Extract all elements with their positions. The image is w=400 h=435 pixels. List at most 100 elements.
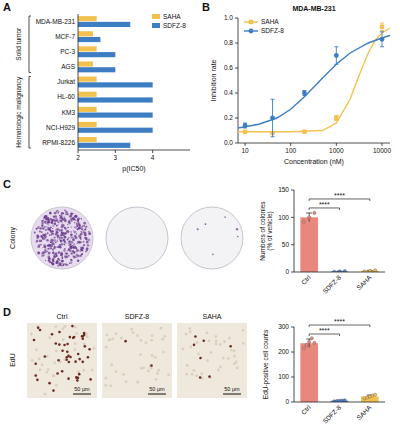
colony: [52, 259, 53, 260]
bar: [78, 77, 97, 82]
colony: [85, 237, 88, 240]
data-point: [374, 269, 377, 272]
label-line: Numbers of colonies: [259, 201, 266, 261]
edu-positive-cell: [34, 362, 37, 365]
colony: [61, 224, 64, 227]
colony: [55, 228, 58, 231]
colony: [60, 238, 61, 239]
group-bracket-end: [29, 72, 31, 73]
colony: [84, 234, 86, 236]
cell: [186, 364, 189, 367]
colony: [60, 240, 63, 243]
edu-positive-cell: [33, 339, 36, 342]
edu-positive-cell: [194, 335, 197, 338]
cell: [233, 355, 236, 358]
group-bracket-line: [29, 16, 30, 72]
point: [302, 130, 306, 134]
axis-title: Numbers of colonies(% of vehicle): [259, 201, 274, 261]
cell: [155, 378, 158, 381]
colony: [74, 222, 75, 223]
edu-positive-cell: [83, 332, 86, 335]
colony: [63, 213, 65, 215]
tick-label: 1000: [329, 147, 344, 154]
legend-swatch: [152, 14, 160, 19]
label-line: (% of vehicle): [266, 211, 274, 250]
category-label: PC-3: [60, 48, 75, 55]
tick: [291, 402, 294, 403]
cell: [147, 370, 150, 373]
colony: [59, 218, 61, 220]
legend-label: SDFZ-8: [261, 27, 284, 34]
colony: [85, 237, 87, 239]
colony: [79, 237, 81, 239]
cell: [115, 370, 118, 373]
category-label: SAHA: [355, 273, 373, 291]
tick: [290, 143, 291, 146]
bar: [78, 16, 97, 21]
colony: [65, 256, 67, 258]
colony: [50, 244, 53, 247]
edu-positive-cell: [76, 377, 79, 380]
colony: [65, 214, 67, 216]
colony: [56, 231, 58, 233]
axis-title: EdU-positive cell counts: [262, 329, 270, 399]
cell: [104, 377, 107, 380]
edu-positive-cell: [73, 336, 76, 339]
cell: [110, 363, 113, 366]
cell: [46, 355, 49, 358]
colony: [52, 225, 54, 227]
edu-positive-cell: [65, 358, 68, 361]
cell: [63, 325, 66, 328]
point: [380, 37, 385, 42]
tick-label: 0.0: [224, 139, 233, 146]
tick: [291, 244, 294, 245]
colony: [76, 228, 78, 230]
colony: [237, 236, 239, 238]
tick: [235, 93, 238, 94]
colony: [74, 215, 77, 218]
tick-label: 10: [241, 147, 249, 154]
colony: [58, 251, 61, 254]
colony: [50, 238, 53, 241]
axis-line: [294, 272, 385, 273]
colony: [73, 230, 74, 231]
tick-label: 1.0: [224, 14, 233, 21]
image-label: SDFZ-8: [125, 313, 150, 320]
category-label: SAHA: [355, 403, 373, 421]
colony: [62, 264, 64, 266]
error-cap: [271, 99, 275, 100]
data-point: [313, 341, 316, 344]
tick: [291, 377, 294, 378]
colony: [61, 214, 63, 216]
rotated-label: Inhibition rate: [210, 59, 217, 101]
colony: [64, 236, 67, 239]
cell: [200, 372, 203, 375]
cell: [47, 368, 50, 371]
fit-curve: [238, 28, 390, 132]
colony: [53, 247, 55, 249]
cell: [222, 357, 225, 360]
colony: [79, 237, 80, 238]
colony: [59, 229, 61, 231]
data-point: [302, 220, 305, 223]
colony: [41, 231, 43, 233]
scale-bar: [223, 394, 241, 395]
edu-positive-cell: [81, 337, 84, 340]
data-point: [302, 347, 305, 350]
error-bar: [334, 116, 338, 121]
colony: [83, 244, 85, 246]
colony: [65, 257, 66, 258]
colony: [70, 252, 72, 254]
colony: [71, 260, 72, 261]
cell: [83, 343, 86, 346]
rotated-label: Hematologic malignancy: [15, 76, 23, 148]
colony: [69, 215, 72, 218]
tick-label: 200: [278, 348, 289, 355]
cell: [151, 354, 154, 357]
tick-label: 150: [278, 186, 289, 193]
colony: [54, 255, 56, 257]
category-label: MCF-7: [55, 33, 75, 40]
colony: [44, 248, 46, 250]
colony: [45, 260, 46, 261]
colony: [75, 246, 76, 247]
